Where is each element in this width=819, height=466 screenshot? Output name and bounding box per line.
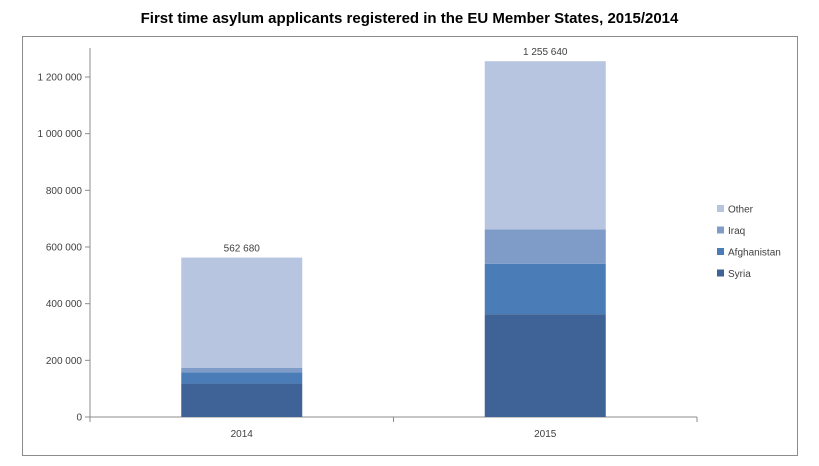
legend-swatch-iraq	[717, 226, 724, 234]
bar-afghanistan-2015	[484, 263, 606, 315]
chart-frame	[22, 36, 798, 456]
x-tick-label: 2015	[534, 429, 557, 440]
legend-label-other: Other	[728, 205, 754, 216]
legend: Other Iraq Afghanistan Syria	[717, 205, 781, 280]
total-label-2015: 1 255 640	[523, 47, 568, 58]
legend-swatch-afghanistan	[717, 248, 724, 255]
bar-other-2014	[181, 257, 303, 368]
legend-label-iraq: Iraq	[728, 226, 745, 237]
y-tick-label: 1 000 000	[38, 129, 83, 140]
bar-syria-2015	[484, 314, 606, 417]
bar-iraq-2015	[484, 229, 606, 264]
y-axis: 0 200 000 400 000 600 000 800 000 1 000 000 1 …	[38, 48, 91, 424]
y-tick-label: 1 200 000	[38, 73, 83, 84]
y-tick-label: 400 000	[46, 299, 83, 310]
bar-iraq-2014	[181, 367, 303, 373]
bar-syria-2014	[181, 383, 303, 417]
y-tick-label: 800 000	[46, 186, 83, 197]
y-tick-label: 600 000	[46, 243, 83, 254]
chart-title: First time asylum applicants registered …	[140, 10, 679, 27]
y-tick-label: 0	[76, 413, 82, 424]
legend-swatch-other	[717, 205, 724, 212]
y-tick-label: 200 000	[46, 356, 83, 367]
bar-afghanistan-2014	[181, 372, 303, 384]
x-tick-label: 2014	[231, 429, 254, 440]
legend-label-syria: Syria	[728, 269, 751, 280]
total-label-2014: 562 680	[224, 244, 261, 255]
bars	[181, 61, 606, 417]
legend-label-afghanistan: Afghanistan	[728, 248, 781, 259]
x-axis: 2014 2015	[89, 416, 698, 440]
bar-other-2015	[484, 61, 606, 230]
legend-swatch-syria	[717, 269, 724, 277]
data-labels: 562 680 1 255 640	[224, 47, 568, 254]
